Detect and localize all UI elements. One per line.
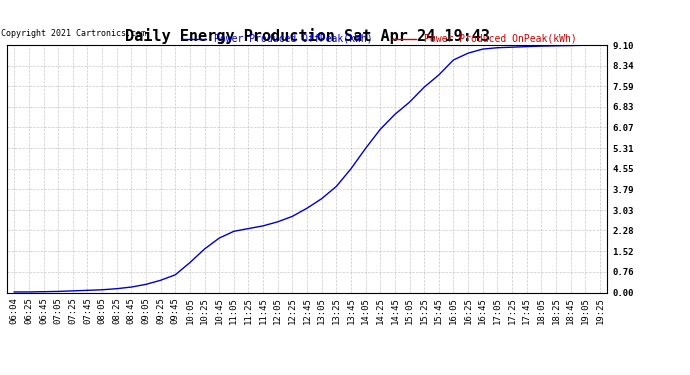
Legend: Power Produced OffPeak(kWh), Power Produced OnPeak(kWh): Power Produced OffPeak(kWh), Power Produ… bbox=[178, 30, 580, 48]
Title: Daily Energy Production Sat Apr 24 19:43: Daily Energy Production Sat Apr 24 19:43 bbox=[125, 28, 489, 44]
Text: Copyright 2021 Cartronics.com: Copyright 2021 Cartronics.com bbox=[1, 29, 146, 38]
